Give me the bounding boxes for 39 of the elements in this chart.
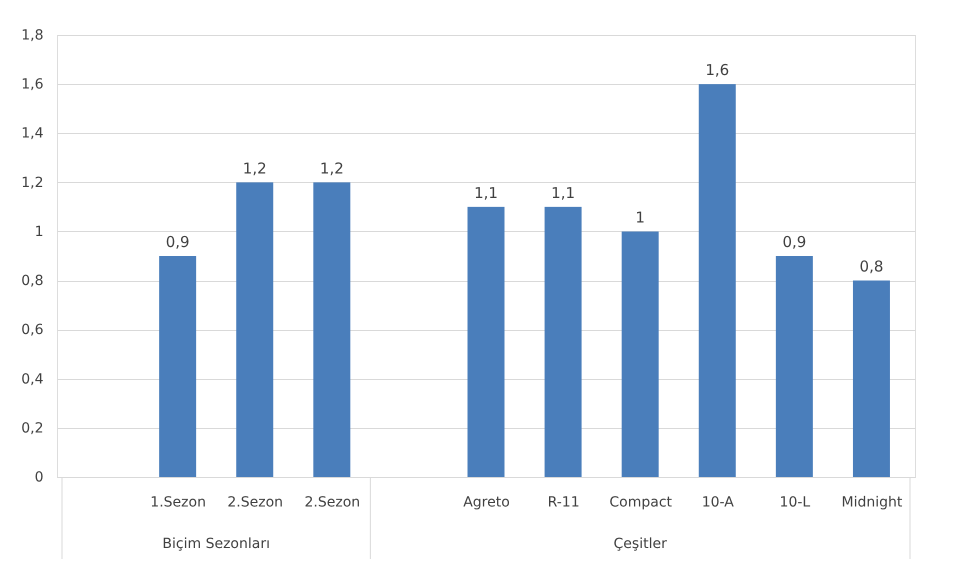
y-tick-label: 0,2 bbox=[21, 420, 44, 436]
bar bbox=[313, 182, 350, 477]
y-tick-label: 0,4 bbox=[21, 371, 44, 388]
data-label: 0,9 bbox=[166, 233, 190, 251]
bar bbox=[236, 182, 274, 477]
text: Biçim Sezonları bbox=[162, 536, 270, 552]
y-tick-label: 1 bbox=[34, 224, 44, 240]
y-tick-label: 1,4 bbox=[21, 126, 44, 142]
bar bbox=[698, 84, 736, 477]
y-tick-label: 1,2 bbox=[21, 174, 44, 191]
x-tick-label: R-11 bbox=[548, 494, 580, 510]
y-tick-label: 0 bbox=[34, 470, 44, 486]
y-tick-label: 1,8 bbox=[21, 28, 44, 44]
x-tick-label: 1.Sezon bbox=[150, 494, 206, 510]
x-tick-label: Agreto bbox=[463, 494, 510, 510]
data-label: 1,2 bbox=[320, 159, 344, 178]
y-tick-label: 1,6 bbox=[21, 76, 44, 93]
data-label: 1 bbox=[635, 208, 645, 226]
x-tick-label: Compact bbox=[609, 494, 673, 510]
data-label: 1,1 bbox=[551, 184, 576, 202]
data-label: 1,2 bbox=[242, 159, 267, 178]
x-tick-label: 2.Sezon bbox=[227, 494, 284, 510]
data-label: 1,1 bbox=[474, 184, 498, 202]
data-label: 0,8 bbox=[860, 258, 884, 276]
bar bbox=[776, 256, 813, 477]
x-tick-label: Midnight bbox=[842, 494, 903, 510]
data-label: 0,9 bbox=[782, 233, 806, 251]
x-tick-label: 10-A bbox=[702, 494, 734, 510]
bar bbox=[468, 206, 504, 477]
x-tick-label: 10-L bbox=[780, 494, 810, 510]
x-tick-label: 2.Sezon bbox=[304, 494, 360, 510]
bar bbox=[544, 206, 582, 477]
y-tick-label: 0,6 bbox=[21, 322, 44, 338]
y-tick-label: 0,8 bbox=[21, 273, 44, 290]
bar bbox=[622, 231, 659, 477]
data-label: 1,6 bbox=[705, 61, 730, 80]
bar bbox=[852, 280, 890, 477]
bar bbox=[159, 256, 196, 477]
text: Çeşitler bbox=[614, 536, 668, 552]
